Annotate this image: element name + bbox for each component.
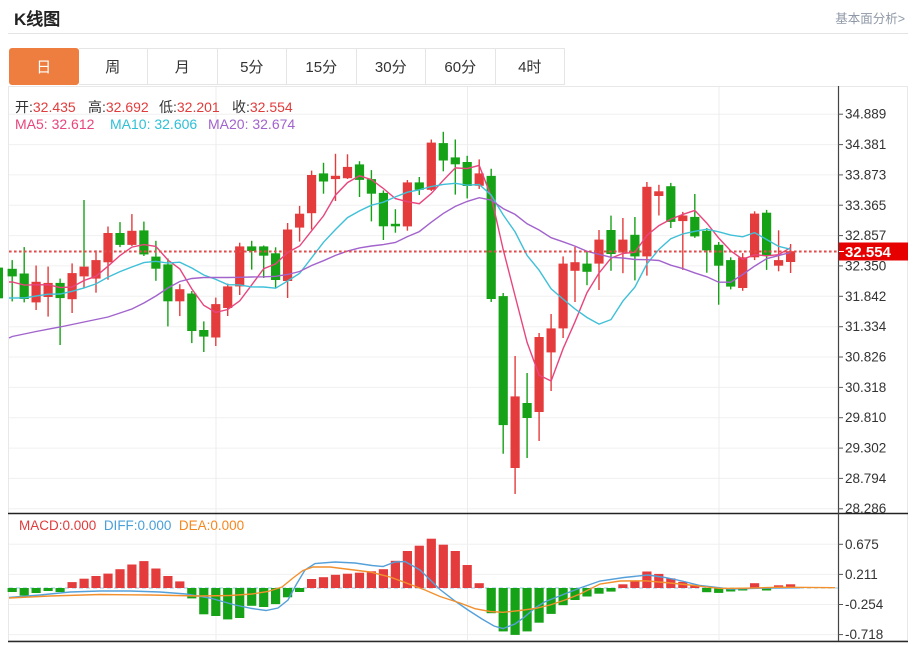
svg-text:28.286: 28.286 [845, 501, 886, 516]
svg-text:-0.718: -0.718 [845, 627, 883, 642]
svg-text:33.873: 33.873 [845, 167, 886, 182]
svg-text:30.318: 30.318 [845, 380, 886, 395]
svg-text:29.302: 29.302 [845, 441, 886, 456]
svg-text:-0.254: -0.254 [845, 597, 884, 612]
svg-text:32.857: 32.857 [845, 228, 886, 243]
svg-text:0.211: 0.211 [845, 567, 878, 582]
svg-text:33.365: 33.365 [845, 198, 886, 213]
svg-text:31.334: 31.334 [845, 319, 887, 334]
svg-text:32.554: 32.554 [845, 244, 892, 261]
svg-text:32.350: 32.350 [845, 258, 886, 273]
svg-text:31.842: 31.842 [845, 289, 886, 304]
svg-text:30.826: 30.826 [845, 350, 886, 365]
svg-text:34.381: 34.381 [845, 137, 886, 152]
svg-text:34.889: 34.889 [845, 107, 886, 122]
svg-text:28.794: 28.794 [845, 471, 887, 486]
svg-text:0.675: 0.675 [845, 537, 879, 552]
svg-text:29.810: 29.810 [845, 410, 886, 425]
